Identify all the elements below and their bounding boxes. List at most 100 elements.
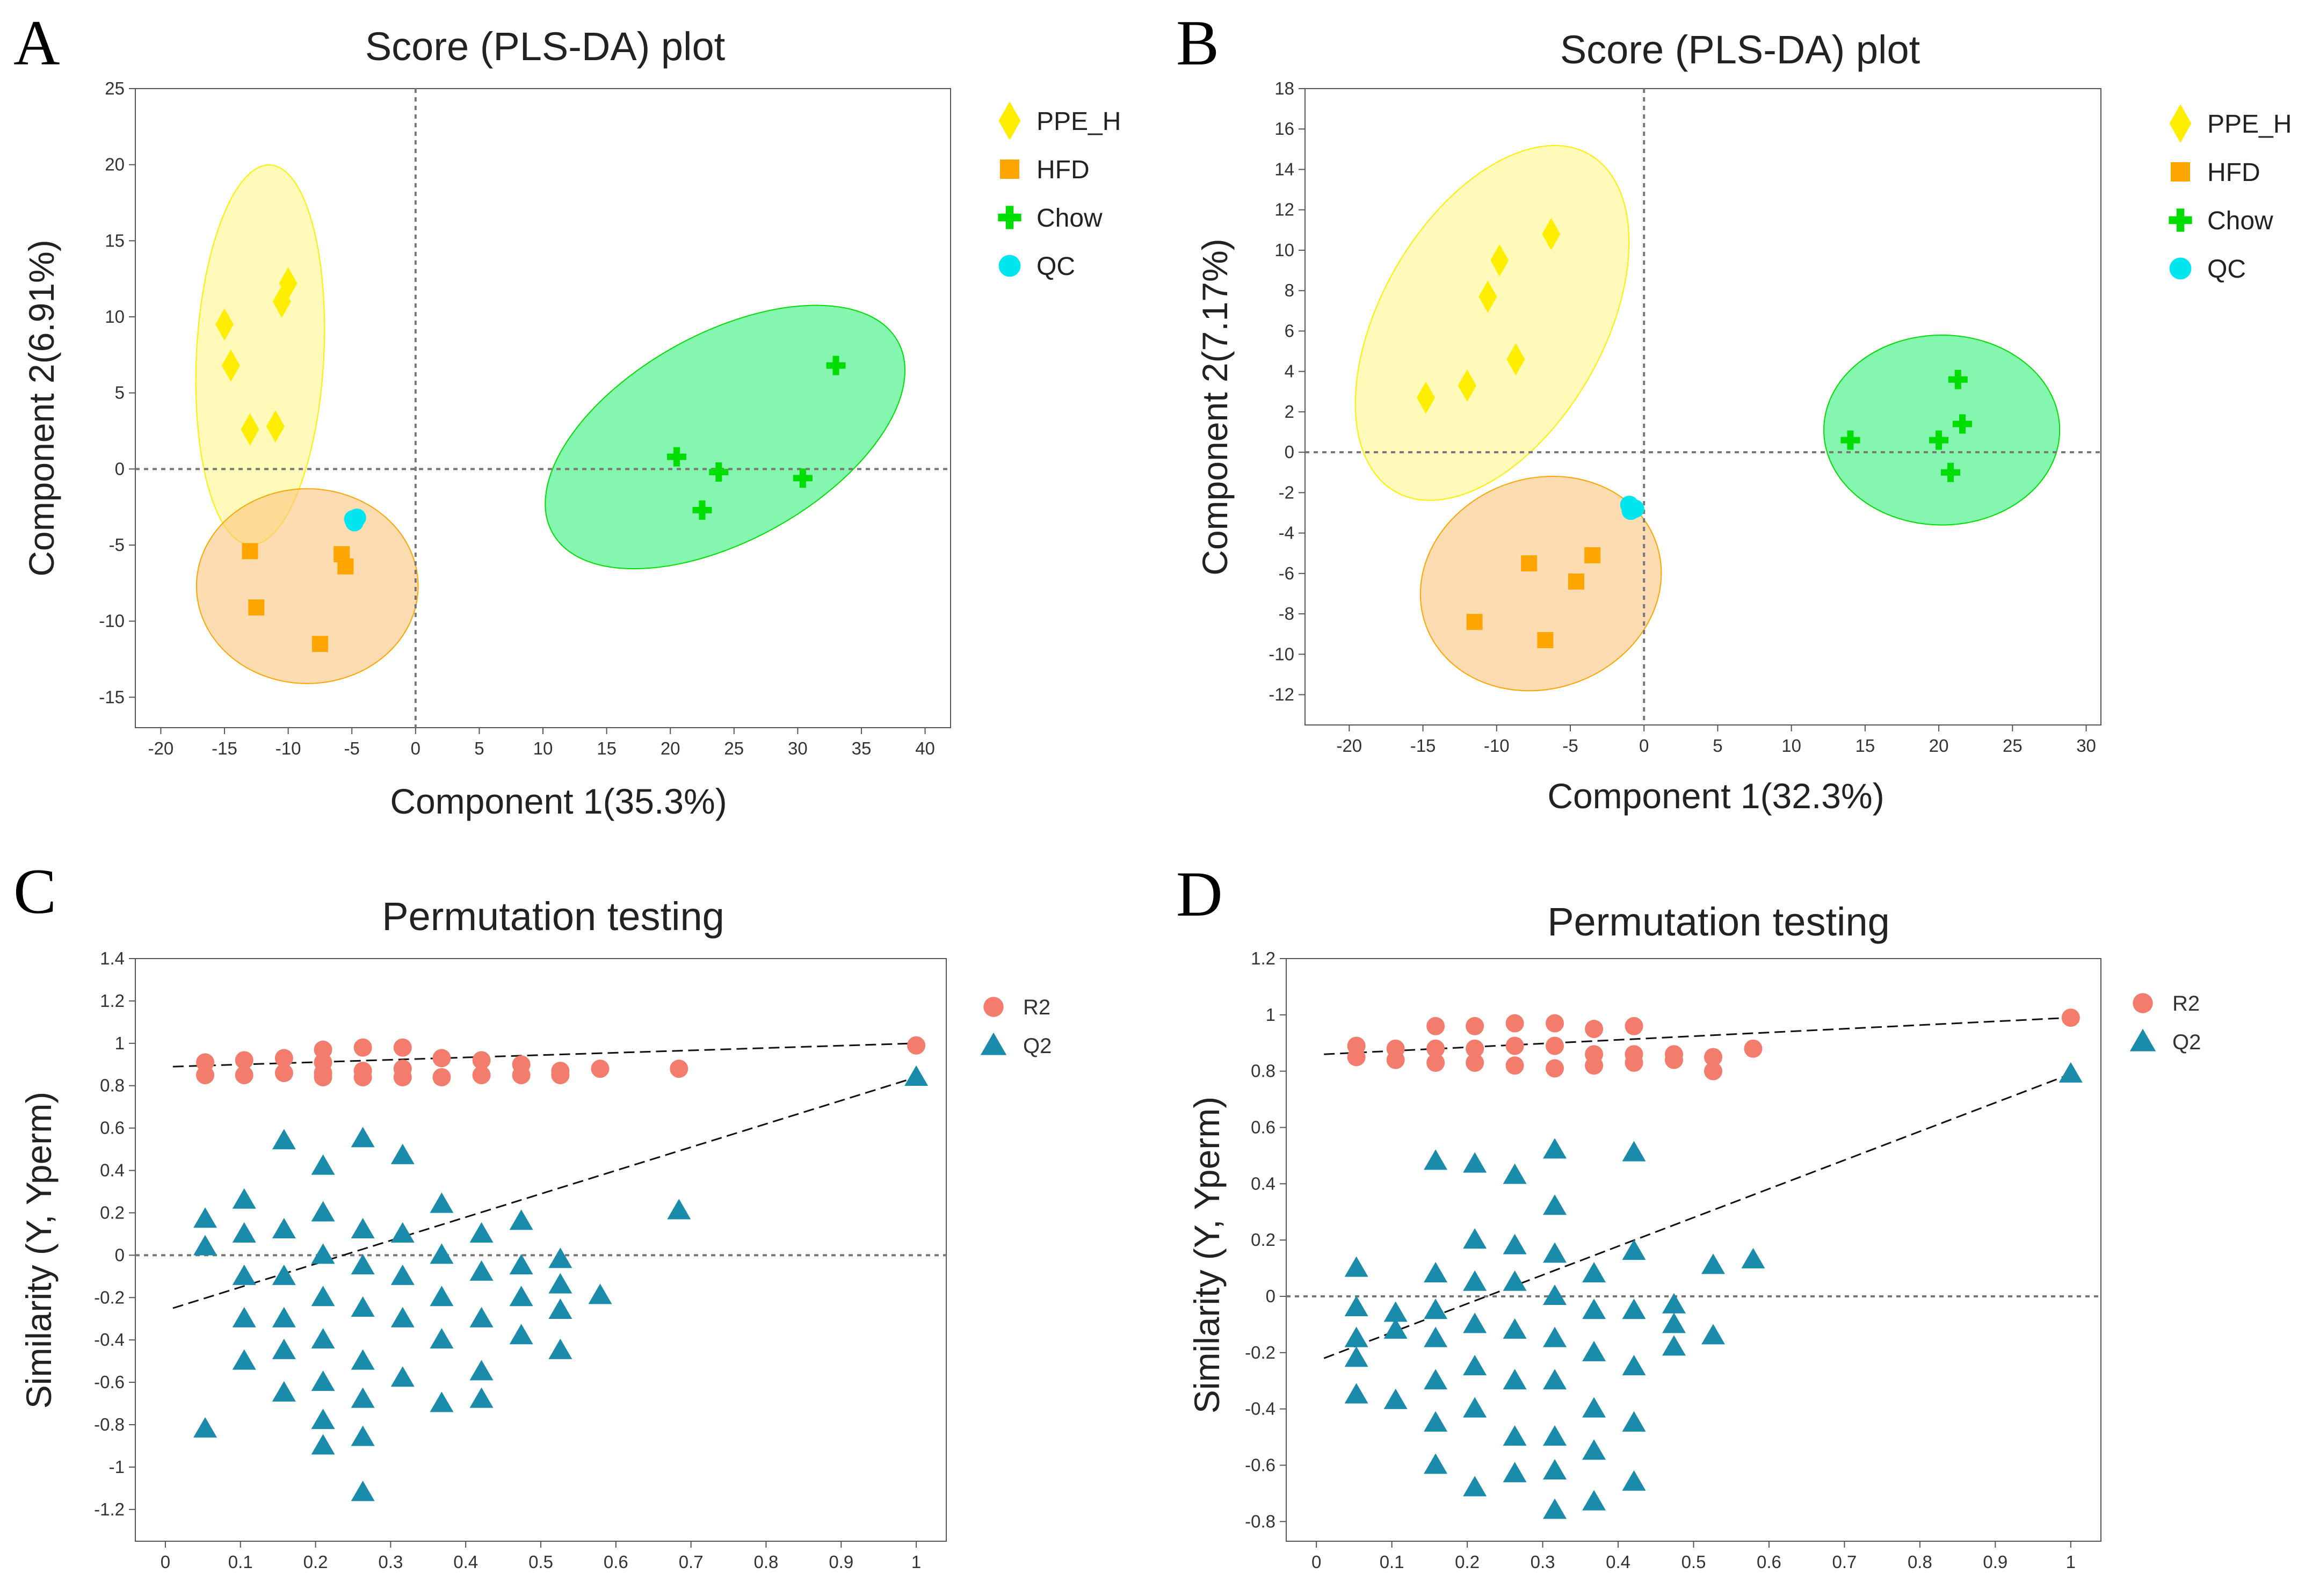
data-point (235, 1051, 253, 1070)
legend-label: Chow (2207, 207, 2273, 235)
panel-letter: A (13, 7, 60, 78)
trend-line-r2 (1324, 1017, 2071, 1055)
x-tick-label: 0.2 (1455, 1552, 1480, 1572)
data-point (1584, 547, 1601, 563)
data-point (1625, 1017, 1643, 1035)
data-point (311, 1243, 335, 1264)
data-point (1701, 1253, 1726, 1274)
data-point (1941, 462, 1961, 482)
legend-label: PPE_H (2207, 110, 2292, 139)
data-point (1929, 430, 1949, 450)
x-tick-label: 10 (533, 738, 553, 758)
x-tick-label: 30 (2076, 736, 2096, 756)
legend-marker (2129, 1028, 2156, 1051)
data-point (509, 1324, 533, 1345)
data-point (351, 1218, 375, 1239)
data-point (1503, 1462, 1527, 1483)
trend-line-r2 (172, 1042, 917, 1068)
data-point (469, 1260, 494, 1281)
x-tick-label: 40 (915, 738, 935, 758)
data-point (279, 267, 298, 300)
legend-marker (2171, 162, 2190, 182)
panel-letter: C (13, 855, 56, 927)
data-point (1503, 1369, 1527, 1390)
y-tick-label: -0.4 (94, 1330, 125, 1350)
x-tick-label: 0.8 (1908, 1552, 1932, 1572)
data-point (1506, 343, 1525, 376)
data-point (232, 1222, 256, 1243)
legend-label: R2 (1023, 996, 1050, 1019)
x-tick-label: 0.6 (1757, 1552, 1781, 1572)
legend-marker (983, 997, 1004, 1017)
legend-marker (2169, 104, 2192, 143)
data-point (512, 1066, 531, 1084)
y-tick-label: -0.8 (94, 1414, 125, 1434)
x-tick-label: 0.4 (453, 1552, 478, 1572)
series-hfd (1466, 547, 1601, 648)
data-point (351, 1349, 375, 1370)
data-point (1463, 1312, 1487, 1333)
legend-label: QC (1036, 252, 1075, 281)
data-point (432, 1049, 451, 1068)
data-point (548, 1273, 572, 1294)
data-point (1344, 1295, 1368, 1316)
data-point (1503, 1234, 1527, 1254)
y-axis-label: Similarity (Y, Yperm) (1187, 1097, 1227, 1413)
data-point (1662, 1312, 1686, 1333)
data-point (1466, 1017, 1484, 1035)
x-tick-label: 0.6 (604, 1552, 628, 1572)
data-point (1543, 1194, 1567, 1215)
data-point (274, 1049, 293, 1068)
x-tick-label: -20 (148, 738, 174, 758)
x-tick-label: 15 (597, 738, 617, 758)
data-point (393, 1068, 412, 1086)
legend-label: Q2 (2172, 1031, 2201, 1054)
data-point (266, 410, 285, 442)
y-tick-label: -2 (1279, 482, 1294, 502)
y-tick-label: 2 (1285, 402, 1294, 422)
y-tick-label: 5 (115, 383, 125, 403)
data-point (1386, 1050, 1405, 1069)
x-tick-label: 0.1 (228, 1552, 253, 1572)
data-point (1953, 414, 1973, 434)
data-point (1543, 1425, 1567, 1446)
data-point (232, 1188, 256, 1209)
y-tick-label: 20 (105, 155, 125, 175)
x-tick-label: 20 (1929, 736, 1949, 756)
series-qc (1620, 495, 1644, 520)
y-tick-label: 12 (1274, 200, 1294, 220)
x-tick-label: 0 (411, 738, 421, 758)
x-tick-label: 25 (724, 738, 744, 758)
x-tick-label: 0 (1311, 1552, 1321, 1572)
data-point (351, 1387, 375, 1408)
data-point (430, 1192, 454, 1213)
data-point (1463, 1152, 1487, 1173)
x-tick-label: 0.4 (1606, 1552, 1630, 1572)
data-point (2058, 1062, 2083, 1083)
legend-marker (980, 1032, 1007, 1055)
data-point (548, 1247, 572, 1268)
data-point (1704, 1062, 1723, 1080)
plot-frame (1286, 958, 2101, 1542)
y-tick-label: 6 (1285, 321, 1294, 340)
y-tick-label: 8 (1285, 280, 1294, 300)
data-point (353, 1068, 372, 1086)
data-point (1546, 1014, 1564, 1033)
y-tick-label: 0.6 (1251, 1117, 1275, 1137)
data-point (907, 1036, 926, 1055)
x-tick-label: 5 (474, 738, 484, 758)
x-tick-label: 0.8 (754, 1552, 779, 1572)
data-point (393, 1038, 412, 1057)
data-point (232, 1264, 256, 1285)
x-tick-label: 0.9 (1983, 1552, 2007, 1572)
data-point (430, 1391, 454, 1412)
x-tick-label: 0.1 (1380, 1552, 1404, 1572)
data-point (311, 636, 328, 652)
data-point (1463, 1476, 1487, 1497)
data-point (351, 1481, 375, 1501)
data-point (311, 1409, 335, 1430)
confidence-ellipse-chow (1823, 334, 2061, 526)
data-point (1383, 1318, 1408, 1339)
data-point (432, 1068, 451, 1086)
